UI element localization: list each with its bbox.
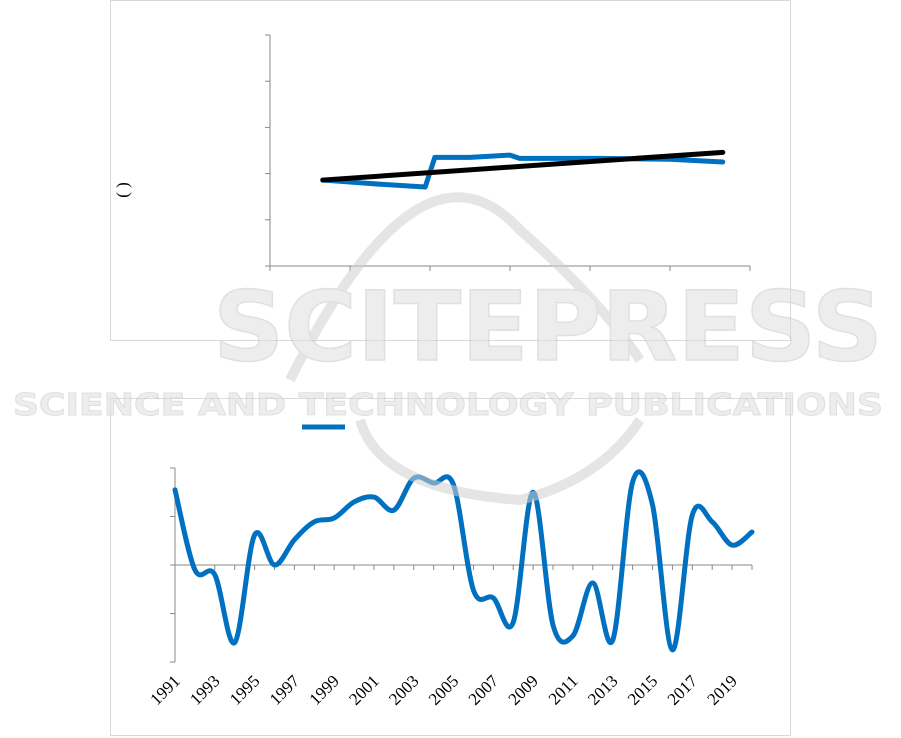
x-tick-label: 1991 bbox=[146, 671, 183, 708]
series-line bbox=[320, 152, 726, 190]
x-tick-label: 1999 bbox=[306, 671, 343, 708]
x-tick-label: 2017 bbox=[664, 671, 702, 709]
x-tick-label: 2003 bbox=[385, 671, 422, 708]
watermark-swoosh bbox=[285, 192, 645, 506]
x-tick-label: 2007 bbox=[465, 671, 503, 709]
x-tick-label: 1993 bbox=[186, 671, 223, 708]
x-tick-label: 2019 bbox=[703, 671, 740, 708]
x-tick-label: 2015 bbox=[624, 671, 661, 708]
watermark: SCITEPRESS SCIENCE AND TECHNOLOGY PUBLIC… bbox=[13, 192, 884, 506]
x-tick-label: 1997 bbox=[266, 671, 304, 709]
chart-frame bbox=[110, 0, 791, 341]
x-tick-label: 2009 bbox=[504, 671, 541, 708]
chart-frame bbox=[110, 398, 791, 736]
x-tick-label: 2005 bbox=[425, 671, 462, 708]
y-axis-label: ( ) bbox=[113, 182, 132, 198]
watermark-title: SCITEPRESS bbox=[213, 271, 883, 383]
watermark-subtitle: SCIENCE AND TECHNOLOGY PUBLICATIONS bbox=[13, 388, 883, 423]
x-tick-label: 2001 bbox=[345, 671, 382, 708]
x-tick-label: 2013 bbox=[584, 671, 621, 708]
x-tick-label: 1995 bbox=[226, 671, 263, 708]
series-line bbox=[172, 469, 755, 653]
x-tick-label: 2011 bbox=[545, 671, 582, 708]
series-line bbox=[320, 149, 726, 183]
